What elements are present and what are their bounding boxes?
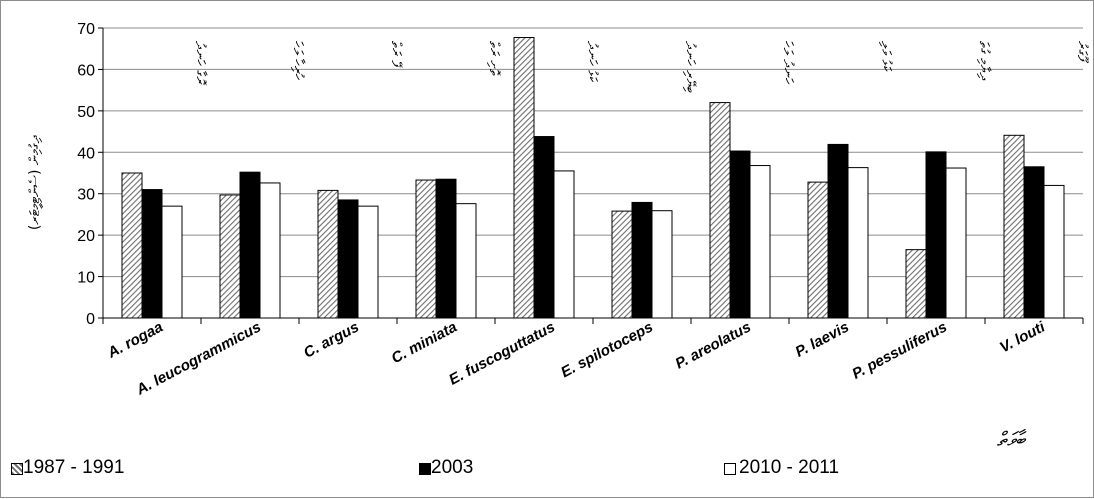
species-annotation: ކަޅު ހަނދު — [584, 41, 600, 82]
bar — [611, 210, 633, 319]
bar — [1023, 166, 1045, 319]
bar — [513, 37, 535, 319]
x-tick-label: V. louti — [997, 318, 1049, 356]
species-annotation: ތޮށި ރަތް — [486, 41, 502, 77]
y-tick-labels: 0 10 20 30 40 50 60 70 — [77, 21, 95, 328]
bars — [121, 37, 1065, 319]
bar — [259, 182, 281, 319]
species-annotation: ކަޅު ވަލި — [878, 41, 894, 72]
bar — [357, 205, 379, 319]
x-tick-label: P. laevis — [793, 319, 852, 361]
y-tick-label: 40 — [77, 145, 95, 162]
species-annotation: ފޫގަރު — [1074, 41, 1090, 63]
bar — [415, 179, 437, 319]
legend-label-2003: 2003 — [431, 457, 474, 478]
x-tick-label: E. fuscoguttatus — [446, 319, 558, 389]
species-annotation: ދިޔާމި ގުތަ — [976, 41, 992, 81]
legend-swatch-2003 — [419, 463, 431, 475]
axes — [98, 27, 1084, 324]
bar — [161, 205, 183, 319]
species-annotation: ހަނދު ލަހަ — [780, 41, 796, 85]
y-tick-label: 70 — [77, 21, 95, 38]
y-tick-label: 10 — [77, 270, 95, 287]
species-annotation: ހުރިހާ ލަހަ — [290, 41, 306, 81]
bar — [749, 165, 771, 319]
species-annotation: ރޮގާ ހަނދު — [192, 41, 208, 86]
bar — [317, 189, 339, 319]
bar — [631, 201, 653, 319]
species-annotation: ފޭ ރަތް — [388, 41, 404, 68]
species-annotation: ބިޔޭރި ހަނދު — [682, 41, 698, 93]
bar — [1003, 134, 1025, 319]
y-tick-label: 0 — [86, 311, 95, 328]
species-annotations: ރޮގާ ހަނދު ހުރިހާ ލަހަ ފޭ ރަތް ތޮށި ރަތް ކަޅ… — [192, 41, 1090, 93]
bar — [945, 167, 967, 319]
x-tick-label: C. miniata — [389, 319, 460, 368]
bar — [729, 150, 751, 319]
bar — [827, 143, 849, 319]
bar — [651, 210, 673, 319]
bar — [709, 102, 731, 319]
x-tick-label: C. argus — [301, 319, 362, 362]
x-tick-label: E. spilotoceps — [558, 319, 656, 382]
bar — [847, 167, 869, 319]
bar — [905, 249, 927, 319]
bar — [337, 199, 359, 319]
legend-label-2010-2011: 2010 - 2011 — [739, 457, 840, 478]
bar — [925, 151, 947, 319]
bar — [455, 203, 477, 319]
x-tick-label: P. areolatus — [673, 319, 754, 373]
legend-swatch-1987-1991 — [11, 463, 23, 475]
bar — [219, 194, 241, 319]
bar — [1043, 184, 1065, 319]
y-tick-label: 30 — [77, 187, 95, 204]
bar — [121, 172, 143, 319]
bar — [435, 178, 457, 319]
bar — [533, 136, 555, 319]
legend-label-1987-1991: 1987 - 1991 — [23, 457, 125, 478]
bar — [807, 181, 829, 319]
y-tick-label: 20 — [77, 228, 95, 245]
y-tick-label: 60 — [77, 62, 95, 79]
y-axis-label: (ސެންޓިމީޓަރ) ދިގުމިން — [27, 134, 43, 230]
x-axis-label: ބާވަތް — [997, 427, 1027, 451]
x-tick-label: A. rogaa — [104, 319, 166, 363]
y-tick-label: 50 — [77, 104, 95, 121]
bar — [239, 171, 261, 319]
x-tick-label: P. pessuliferus — [849, 319, 949, 383]
legend-swatch-2010-2011 — [724, 463, 736, 475]
bar — [553, 170, 575, 319]
bar — [141, 189, 163, 319]
